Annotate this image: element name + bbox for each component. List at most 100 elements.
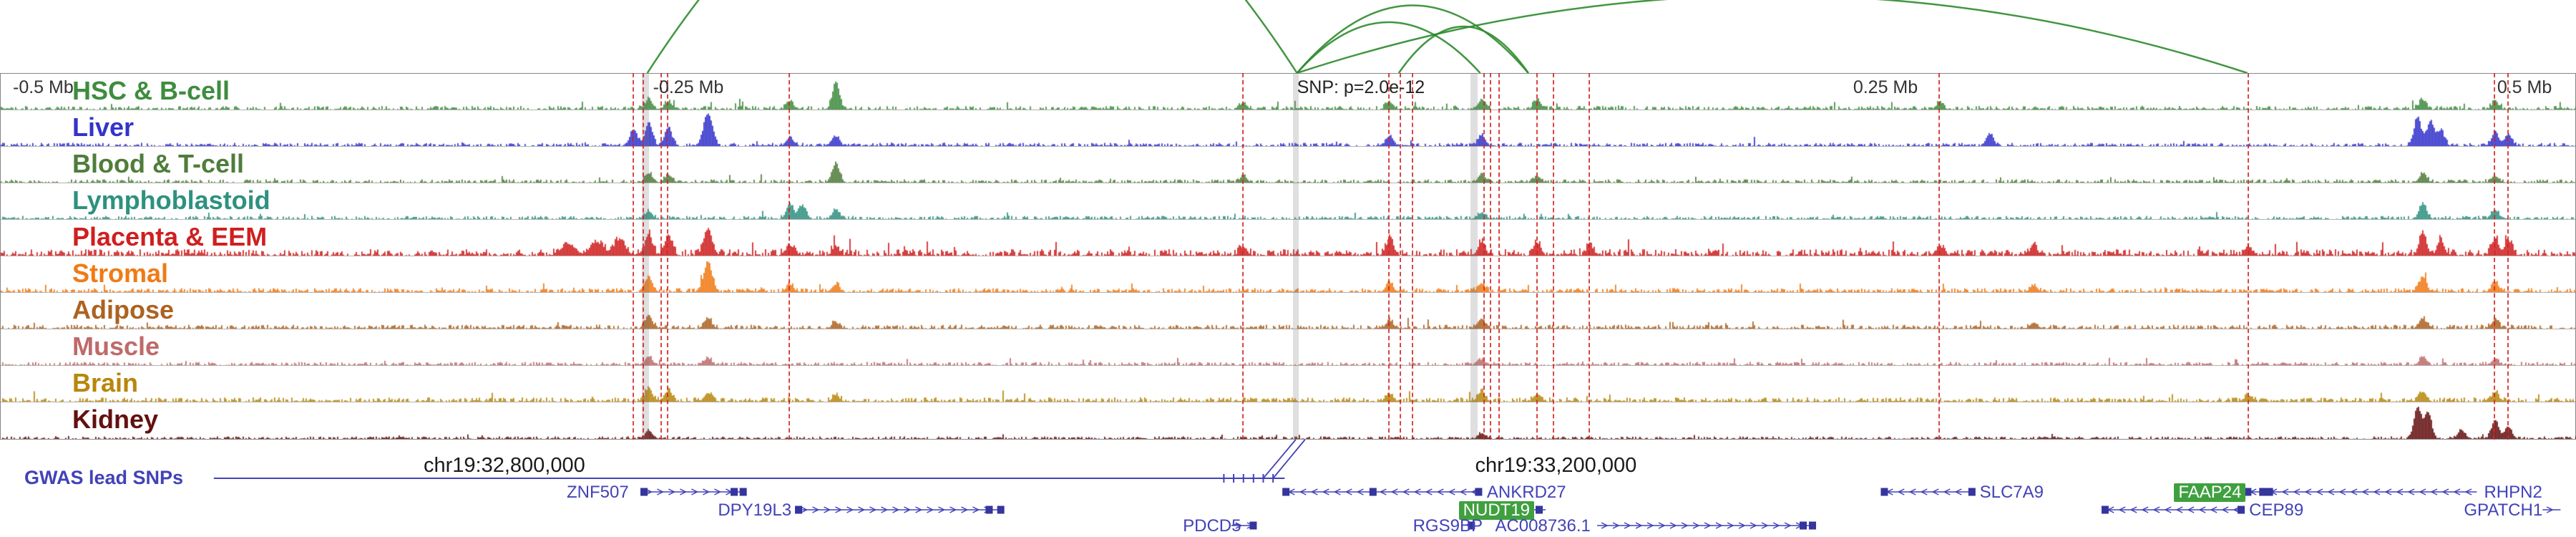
track-signal-canvas — [1, 256, 2576, 292]
track-row[interactable]: Muscle — [1, 329, 2576, 366]
gene-label[interactable]: GPATCH1 — [2464, 500, 2543, 520]
gene-strand-arrow-icon — [2129, 506, 2137, 513]
track-row[interactable]: Stromal — [1, 256, 2576, 293]
track-signal-canvas — [1, 183, 2576, 219]
track-row[interactable]: Blood & T-cell — [1, 147, 2576, 183]
interaction-arc — [646, 0, 1298, 73]
gene-strand-arrow-icon — [2373, 488, 2381, 495]
track-signal-canvas — [1, 147, 2576, 183]
gene-strand-arrow-icon — [869, 506, 877, 513]
gene-exon-block — [1249, 521, 1257, 530]
track-label[interactable]: Kidney — [72, 405, 159, 434]
gene-strand-arrow-icon — [1920, 488, 1928, 495]
gene-strand-arrow-icon — [1681, 522, 1689, 529]
gene-strand-arrow-icon — [2327, 488, 2335, 495]
gene-strand-arrow-icon — [1413, 488, 1421, 495]
gene-label[interactable]: NUDT19 — [1458, 501, 1535, 520]
gene-strand-arrow-icon — [1738, 522, 1746, 529]
gene-strand-arrow-icon — [657, 488, 665, 495]
gene-strand-arrow-icon — [1448, 488, 1455, 495]
track-label[interactable]: Muscle — [72, 332, 160, 361]
gene-strand-arrow-icon — [961, 506, 969, 513]
gene-label[interactable]: ANKRD27 — [1486, 483, 1566, 502]
interaction-arc — [1397, 25, 1529, 73]
gene-label[interactable]: PDCD5 — [1183, 516, 1241, 536]
gene-strand-arrow-icon — [835, 506, 843, 513]
track-signal-canvas — [1, 74, 2576, 110]
track-row[interactable]: Placenta & EEM — [1, 220, 2576, 256]
gene-exon-block — [640, 488, 648, 496]
gwas-leader-line — [1262, 439, 1297, 479]
track-signal-canvas — [1, 110, 2576, 146]
gene-strand-arrow-icon — [1436, 488, 1444, 495]
track-row[interactable]: Adipose — [1, 293, 2576, 329]
gene-strand-arrow-icon — [2221, 506, 2229, 513]
gene-strand-arrow-icon — [2304, 488, 2312, 495]
gene-strand-arrow-icon — [1379, 488, 1387, 495]
track-row[interactable]: Lymphoblastoid — [1, 183, 2576, 220]
interaction-arc — [1296, 4, 1529, 73]
gene-strand-arrow-icon — [2316, 488, 2323, 495]
gene-exon-block — [1968, 488, 1976, 496]
gene-strand-arrow-icon — [2361, 488, 2369, 495]
gene-structures — [640, 488, 2561, 530]
gene-strand-arrow-icon — [1425, 488, 1433, 495]
track-label[interactable]: Lymphoblastoid — [72, 185, 270, 215]
gene-strand-arrow-icon — [1943, 488, 1951, 495]
gene-exon-block — [985, 505, 993, 514]
track-label[interactable]: Brain — [72, 368, 139, 397]
gene-strand-arrow-icon — [1772, 522, 1780, 529]
track-label[interactable]: Adipose — [72, 295, 175, 324]
track-label[interactable]: Liver — [72, 112, 135, 142]
track-label[interactable]: Blood & T-cell — [72, 149, 245, 178]
gene-exon-block — [1475, 488, 1483, 496]
gene-label[interactable]: DPY19L3 — [718, 500, 792, 520]
gene-strand-arrow-icon — [2210, 506, 2218, 513]
gene-label[interactable]: SLC7A9 — [1979, 483, 2044, 502]
gene-strand-arrow-icon — [1669, 522, 1677, 529]
gene-strand-arrow-icon — [1954, 488, 1962, 495]
gene-exon-block — [1880, 488, 1888, 496]
gene-exon-block — [1369, 488, 1377, 496]
track-row[interactable]: Brain — [1, 366, 2576, 402]
track-signal-canvas — [1, 293, 2576, 329]
gene-label[interactable]: AC008736.1 — [1495, 516, 1591, 536]
gwas-track — [213, 439, 1306, 483]
gene-strand-arrow-icon — [2152, 506, 2160, 513]
gene-exon-block — [997, 505, 1005, 514]
gene-strand-arrow-icon — [1356, 488, 1364, 495]
gene-label[interactable]: RHPN2 — [2484, 483, 2542, 502]
gene-strand-arrow-icon — [2546, 506, 2554, 513]
gene-label[interactable]: ZNF507 — [567, 483, 629, 502]
gene-label[interactable]: RGS9BP — [1413, 516, 1483, 536]
gene-strand-arrow-icon — [2419, 488, 2426, 495]
gene-strand-arrow-icon — [1624, 522, 1631, 529]
gene-strand-arrow-icon — [2453, 488, 2461, 495]
gene-exon-block — [2265, 488, 2273, 496]
gene-strand-arrow-icon — [1897, 488, 1905, 495]
gene-exon-block — [1282, 488, 1290, 496]
track-row[interactable]: Liver — [1, 110, 2576, 147]
track-label[interactable]: Placenta & EEM — [72, 222, 268, 251]
gene-strand-arrow-icon — [2430, 488, 2438, 495]
interaction-arc — [1297, 0, 2248, 73]
track-row[interactable]: HSC & B-cell — [1, 74, 2576, 110]
gene-strand-arrow-icon — [668, 488, 676, 495]
track-row[interactable]: Kidney — [1, 402, 2576, 439]
gene-strand-arrow-icon — [2198, 506, 2206, 513]
gene-strand-arrow-icon — [2396, 488, 2404, 495]
gene-strand-arrow-icon — [1345, 488, 1352, 495]
track-label[interactable]: HSC & B-cell — [72, 76, 230, 105]
gene-strand-arrow-icon — [915, 506, 923, 513]
track-label[interactable]: Stromal — [72, 258, 169, 288]
gene-label[interactable]: CEP89 — [2249, 500, 2304, 520]
gene-strand-arrow-icon — [824, 506, 831, 513]
gene-label[interactable]: FAAP24 — [2174, 483, 2246, 502]
gene-strand-arrow-icon — [2293, 488, 2301, 495]
track-signal-canvas — [1, 220, 2576, 256]
gene-strand-arrow-icon — [2464, 488, 2472, 495]
gene-strand-arrow-icon — [2441, 488, 2449, 495]
gene-strand-arrow-icon — [703, 488, 711, 495]
interaction-arcs — [646, 0, 2248, 73]
gene-strand-arrow-icon — [938, 506, 946, 513]
